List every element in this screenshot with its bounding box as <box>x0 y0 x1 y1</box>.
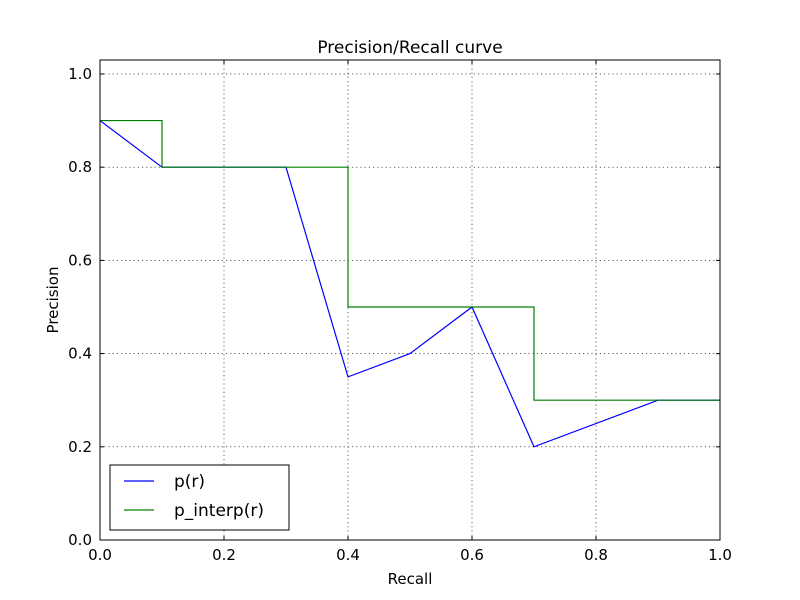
legend-label-p: p(r) <box>174 472 205 492</box>
x-axis-label: Recall <box>388 570 433 588</box>
y-tick-label: 1.0 <box>68 65 92 83</box>
plot-frame <box>99 59 721 541</box>
x-tick-label: 0.6 <box>460 546 484 564</box>
chart-title: Precision/Recall curve <box>317 38 502 58</box>
x-tick-label: 0.8 <box>584 546 608 564</box>
x-tick-label: 0.2 <box>212 546 236 564</box>
series-line-p-interp <box>100 119 720 401</box>
y-tick-label: 0.6 <box>68 251 92 269</box>
y-tick-label: 0.8 <box>68 158 92 176</box>
x-tick-label: 0.4 <box>336 546 360 564</box>
legend-box <box>109 464 290 531</box>
x-tick-label: 1.0 <box>708 546 732 564</box>
x-tick-label: 0.0 <box>88 546 112 564</box>
y-tick-label: 0.4 <box>68 345 92 363</box>
series-layer <box>99 119 720 448</box>
y-axis-label: Precision <box>44 267 62 334</box>
y-tick-label: 0.0 <box>68 531 92 549</box>
y-tick-label: 0.2 <box>68 438 92 456</box>
legend-label-p-interp: p_interp(r) <box>174 501 264 521</box>
legend: p(r) p_interp(r) <box>109 464 290 531</box>
ticks: 0.0 0.2 0.4 0.6 0.8 1.0 0.0 0.2 0.4 0.6 0.8 1.0 <box>68 60 732 564</box>
